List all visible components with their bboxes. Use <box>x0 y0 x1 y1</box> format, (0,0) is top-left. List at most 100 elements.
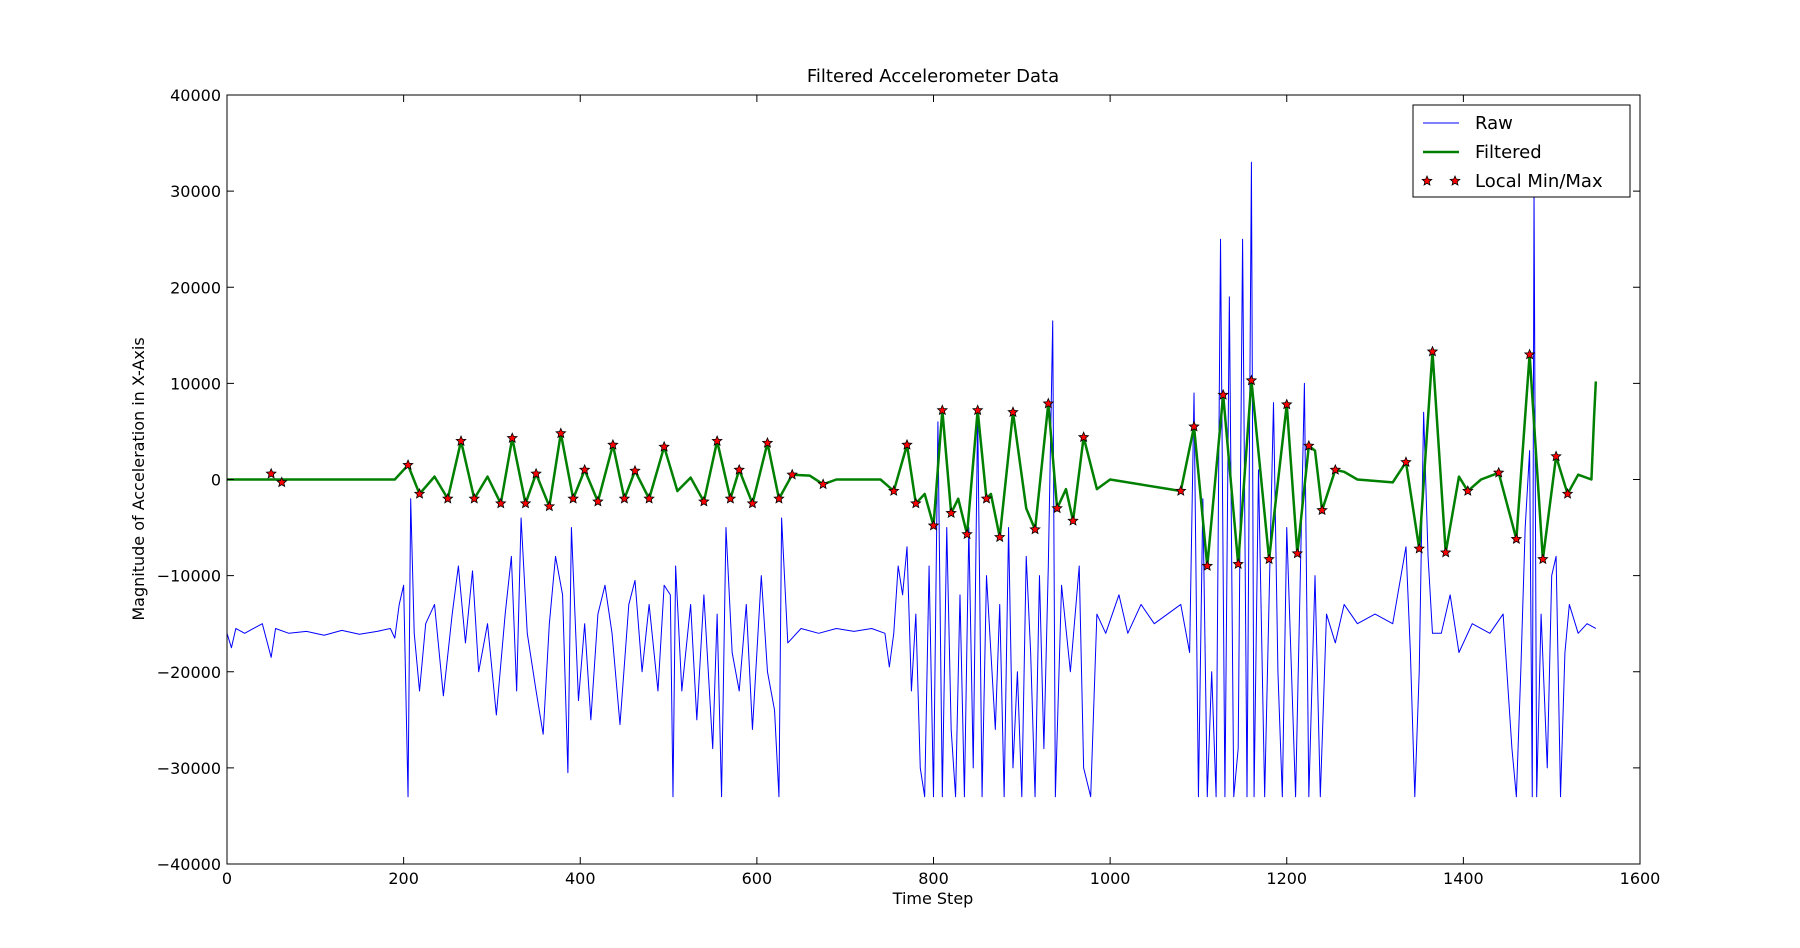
x-axis-label: Time Step <box>892 889 974 908</box>
extremum-marker <box>618 492 631 504</box>
extremum-marker <box>643 492 655 504</box>
series-line <box>227 350 1598 568</box>
extremum-marker <box>927 519 940 531</box>
extremum-marker <box>733 463 745 475</box>
extremum-marker <box>1400 456 1412 468</box>
extremum-marker <box>1291 547 1304 559</box>
extremum-marker <box>888 484 900 496</box>
x-tick-label: 200 <box>388 869 419 888</box>
extremum-marker <box>555 427 567 439</box>
plot-area <box>227 161 1598 798</box>
extremum-marker <box>629 464 641 476</box>
extremum-marker <box>1426 345 1439 357</box>
extremum-marker <box>817 478 829 490</box>
extremum-marker <box>276 476 288 488</box>
extremum-marker <box>773 492 785 504</box>
extremum-marker <box>980 492 993 504</box>
y-tick-label: 0 <box>211 471 221 490</box>
x-tick-label: 1200 <box>1266 869 1307 888</box>
extremum-marker <box>413 487 426 499</box>
extremum-marker <box>961 528 973 540</box>
extremum-marker <box>1245 374 1258 386</box>
y-tick-label: −10000 <box>157 567 221 586</box>
legend-swatch <box>1449 174 1461 186</box>
extremum-marker <box>1492 466 1505 478</box>
extremum-marker <box>530 467 542 479</box>
extremum-marker <box>945 507 957 519</box>
x-tick-label: 1600 <box>1620 869 1661 888</box>
extremum-marker <box>607 438 619 450</box>
series-line <box>227 161 1597 798</box>
extremum-marker <box>567 492 579 504</box>
extremum-marker <box>578 463 591 475</box>
extremum-marker <box>1067 514 1079 526</box>
x-tick-label: 0 <box>222 869 232 888</box>
extremum-marker <box>910 497 922 509</box>
x-tick-label: 800 <box>918 869 949 888</box>
extremum-marker <box>1217 388 1229 400</box>
y-tick-label: −40000 <box>157 855 221 874</box>
x-tick-label: 1000 <box>1090 869 1131 888</box>
extremum-marker <box>1329 463 1342 475</box>
extremum-marker <box>1316 504 1328 516</box>
extremum-marker <box>786 468 798 480</box>
extremum-marker <box>971 404 984 416</box>
extremum-marker <box>1188 420 1200 432</box>
extremum-marker <box>402 459 414 470</box>
extremum-marker <box>1561 487 1574 499</box>
y-tick-label: −20000 <box>157 663 221 682</box>
extremum-marker <box>1175 485 1187 496</box>
y-tick-label: 30000 <box>170 182 221 201</box>
extremum-marker <box>1029 523 1041 535</box>
extremum-marker <box>1413 542 1425 554</box>
y-tick-label: 10000 <box>170 374 221 393</box>
extremum-marker <box>442 492 454 504</box>
x-tick-label: 1400 <box>1443 869 1484 888</box>
y-tick-label: −30000 <box>157 759 221 778</box>
extremum-marker <box>1439 546 1452 558</box>
legend-label: Local Min/Max <box>1475 171 1603 192</box>
extremum-marker <box>993 531 1006 543</box>
legend: Raw Filtered Local Min/Max <box>1412 104 1631 198</box>
extremum-marker <box>1280 398 1293 410</box>
extremum-marker <box>1201 559 1214 571</box>
extremum-marker <box>1537 553 1549 565</box>
x-tick-label: 400 <box>565 869 596 888</box>
extremum-marker <box>936 404 949 416</box>
legend-label: Filtered <box>1475 142 1542 163</box>
extremum-marker <box>1462 484 1474 496</box>
chart-title: Filtered Accelerometer Data <box>807 66 1059 87</box>
legend-swatch <box>1421 174 1433 186</box>
extremum-marker <box>1263 553 1275 565</box>
plot-frame <box>226 94 1641 865</box>
extremum-marker <box>658 440 670 452</box>
extremum-marker <box>1007 406 1019 418</box>
extremum-marker <box>468 492 481 504</box>
x-tick-label: 600 <box>742 869 773 888</box>
extremum-marker <box>1051 502 1063 514</box>
extremum-marker <box>746 497 759 509</box>
y-tick-label: 20000 <box>170 278 221 297</box>
extremum-marker <box>265 467 277 479</box>
extremum-marker <box>1303 439 1315 451</box>
extremum-marker <box>1077 431 1090 443</box>
extremum-marker <box>1523 348 1536 360</box>
extremum-marker <box>495 497 507 509</box>
extremum-marker <box>901 438 913 450</box>
extremum-marker <box>1232 558 1244 569</box>
extremum-marker <box>592 495 604 507</box>
extremum-marker <box>1042 397 1055 409</box>
extremum-marker <box>455 435 467 446</box>
extremum-marker <box>1510 533 1523 544</box>
extremum-marker <box>1550 450 1562 462</box>
legend-label: Raw <box>1475 113 1513 134</box>
y-axis-label: Magnitude of Acceleration in X-Axis <box>129 337 148 620</box>
extremum-marker <box>519 497 532 509</box>
extremum-marker <box>543 500 556 512</box>
extremum-marker <box>506 432 518 444</box>
extremum-marker <box>711 435 723 446</box>
extremum-marker <box>724 492 737 504</box>
extremum-marker <box>761 436 774 448</box>
